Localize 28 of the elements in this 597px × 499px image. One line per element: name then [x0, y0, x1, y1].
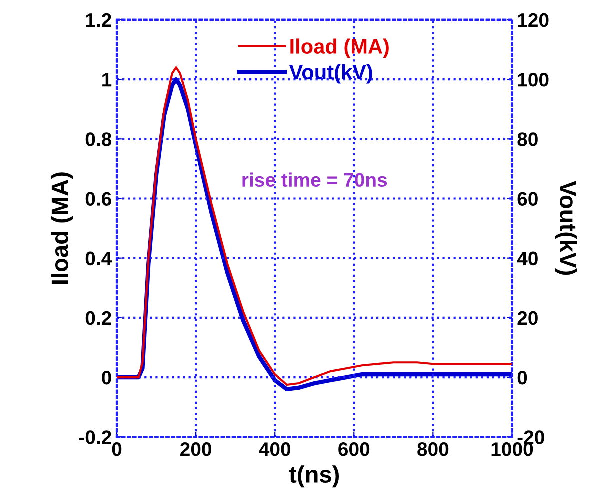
y-tick-label: 0.2 [86, 311, 112, 326]
y-tick-label: 0.6 [86, 192, 112, 206]
y-axis-title: Iload (MA) [51, 172, 74, 284]
legend-label: Vout(kV) [289, 64, 372, 84]
y-tick-label: 1 [102, 73, 112, 87]
y2-tick-label: 40 [517, 252, 538, 266]
annotation: rise time = 70ns [242, 172, 388, 188]
legend-label: Iload (MA) [290, 38, 389, 58]
y2-tick-label: 20 [518, 311, 538, 326]
y-tick-label: 0.8 [86, 132, 112, 146]
y2-axis-title: Vout(kV) [555, 181, 578, 276]
y-tick-label: 1.2 [86, 13, 112, 28]
y-tick-label: 0.4 [86, 252, 112, 266]
x-tick-label: 600 [338, 442, 370, 456]
x-tick-label: 200 [180, 442, 212, 456]
y2-tick-label: 80 [518, 132, 538, 146]
x-tick-label: 400 [259, 442, 291, 456]
y2-tick-label: 60 [518, 192, 538, 206]
y-tick-label: 0 [102, 370, 112, 385]
x-tick-label: 800 [418, 442, 449, 456]
y2-tick-label: 120 [518, 13, 549, 28]
y2-tick-label: 0 [518, 370, 528, 385]
y2-tick-label: 100 [518, 73, 549, 87]
x-axis-title: t(ns) [289, 466, 340, 488]
y-tick-label: -0.2 [79, 430, 112, 444]
x-tick-label: 0 [112, 442, 122, 456]
y2-tick-label: -20 [518, 430, 544, 444]
x-tick-label: 1000 [492, 442, 534, 456]
